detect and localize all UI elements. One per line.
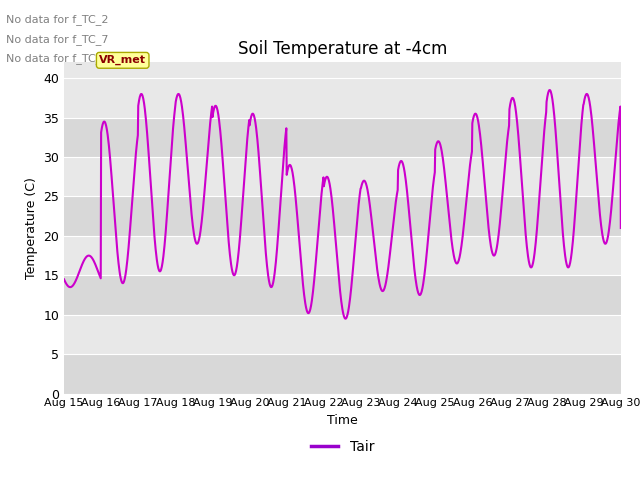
Bar (64, 118, 621, 157)
Bar (64, 236, 621, 276)
Text: No data for f_TC_2: No data for f_TC_2 (6, 14, 109, 25)
Text: VR_met: VR_met (99, 55, 146, 65)
Bar (64, 354, 621, 394)
Y-axis label: Temperature (C): Temperature (C) (25, 177, 38, 279)
Bar (64, 157, 621, 196)
Title: Soil Temperature at -4cm: Soil Temperature at -4cm (237, 40, 447, 58)
Text: No data for f_TC_12: No data for f_TC_12 (6, 53, 116, 64)
Legend: Tair: Tair (305, 434, 380, 459)
X-axis label: Time: Time (327, 414, 358, 427)
Bar (64, 315, 621, 354)
Bar (64, 78, 621, 118)
Bar (64, 196, 621, 236)
Bar (64, 276, 621, 315)
Text: No data for f_TC_7: No data for f_TC_7 (6, 34, 109, 45)
